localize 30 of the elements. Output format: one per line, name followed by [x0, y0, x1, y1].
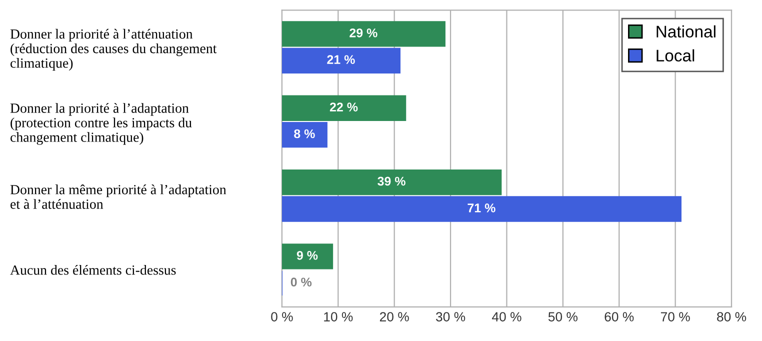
data-label: 71 % [468, 204, 496, 212]
bar [282, 21, 446, 47]
y-tick-label: Donner la priorité à l’adaptation (protection contre les impacts du changement climatique) [10, 103, 192, 145]
x-tick-label: 30 % [436, 312, 466, 322]
x-tick-label: 80 % [717, 312, 746, 322]
bar [282, 95, 406, 121]
bar [282, 244, 334, 270]
bar [282, 169, 502, 196]
y-tick-label: Aucun des éléments ci-dessus [10, 264, 176, 275]
x-tick-label: 0 % [271, 312, 293, 322]
bar [282, 122, 328, 148]
x-tick-label: 20 % [380, 312, 409, 322]
data-label: 29 % [350, 28, 378, 38]
x-tick-label: 70 % [660, 312, 690, 322]
y-tick-label: Donner la même priorité à l’adaptation et à l’atténuation [10, 184, 226, 209]
x-tick-label: 10 % [324, 312, 353, 322]
data-label: 9 % [296, 250, 318, 260]
x-tick-label: 40 % [492, 312, 522, 322]
data-label: 0 % [290, 278, 312, 287]
legend-label: Local [656, 49, 694, 62]
x-tick-label: 60 % [604, 312, 634, 322]
data-label: 21 % [327, 55, 355, 64]
x-tick-label: 50 % [548, 312, 578, 322]
data-label: 39 % [378, 176, 406, 186]
data-label: 22 % [330, 102, 358, 112]
y-tick-label: Donner la priorité à l’atténuation (réduction des causes du changement climatique) [10, 28, 217, 71]
bar [282, 196, 682, 222]
data-label: 8 % [294, 129, 315, 138]
legend-label: National [656, 25, 716, 38]
bar [282, 48, 401, 74]
